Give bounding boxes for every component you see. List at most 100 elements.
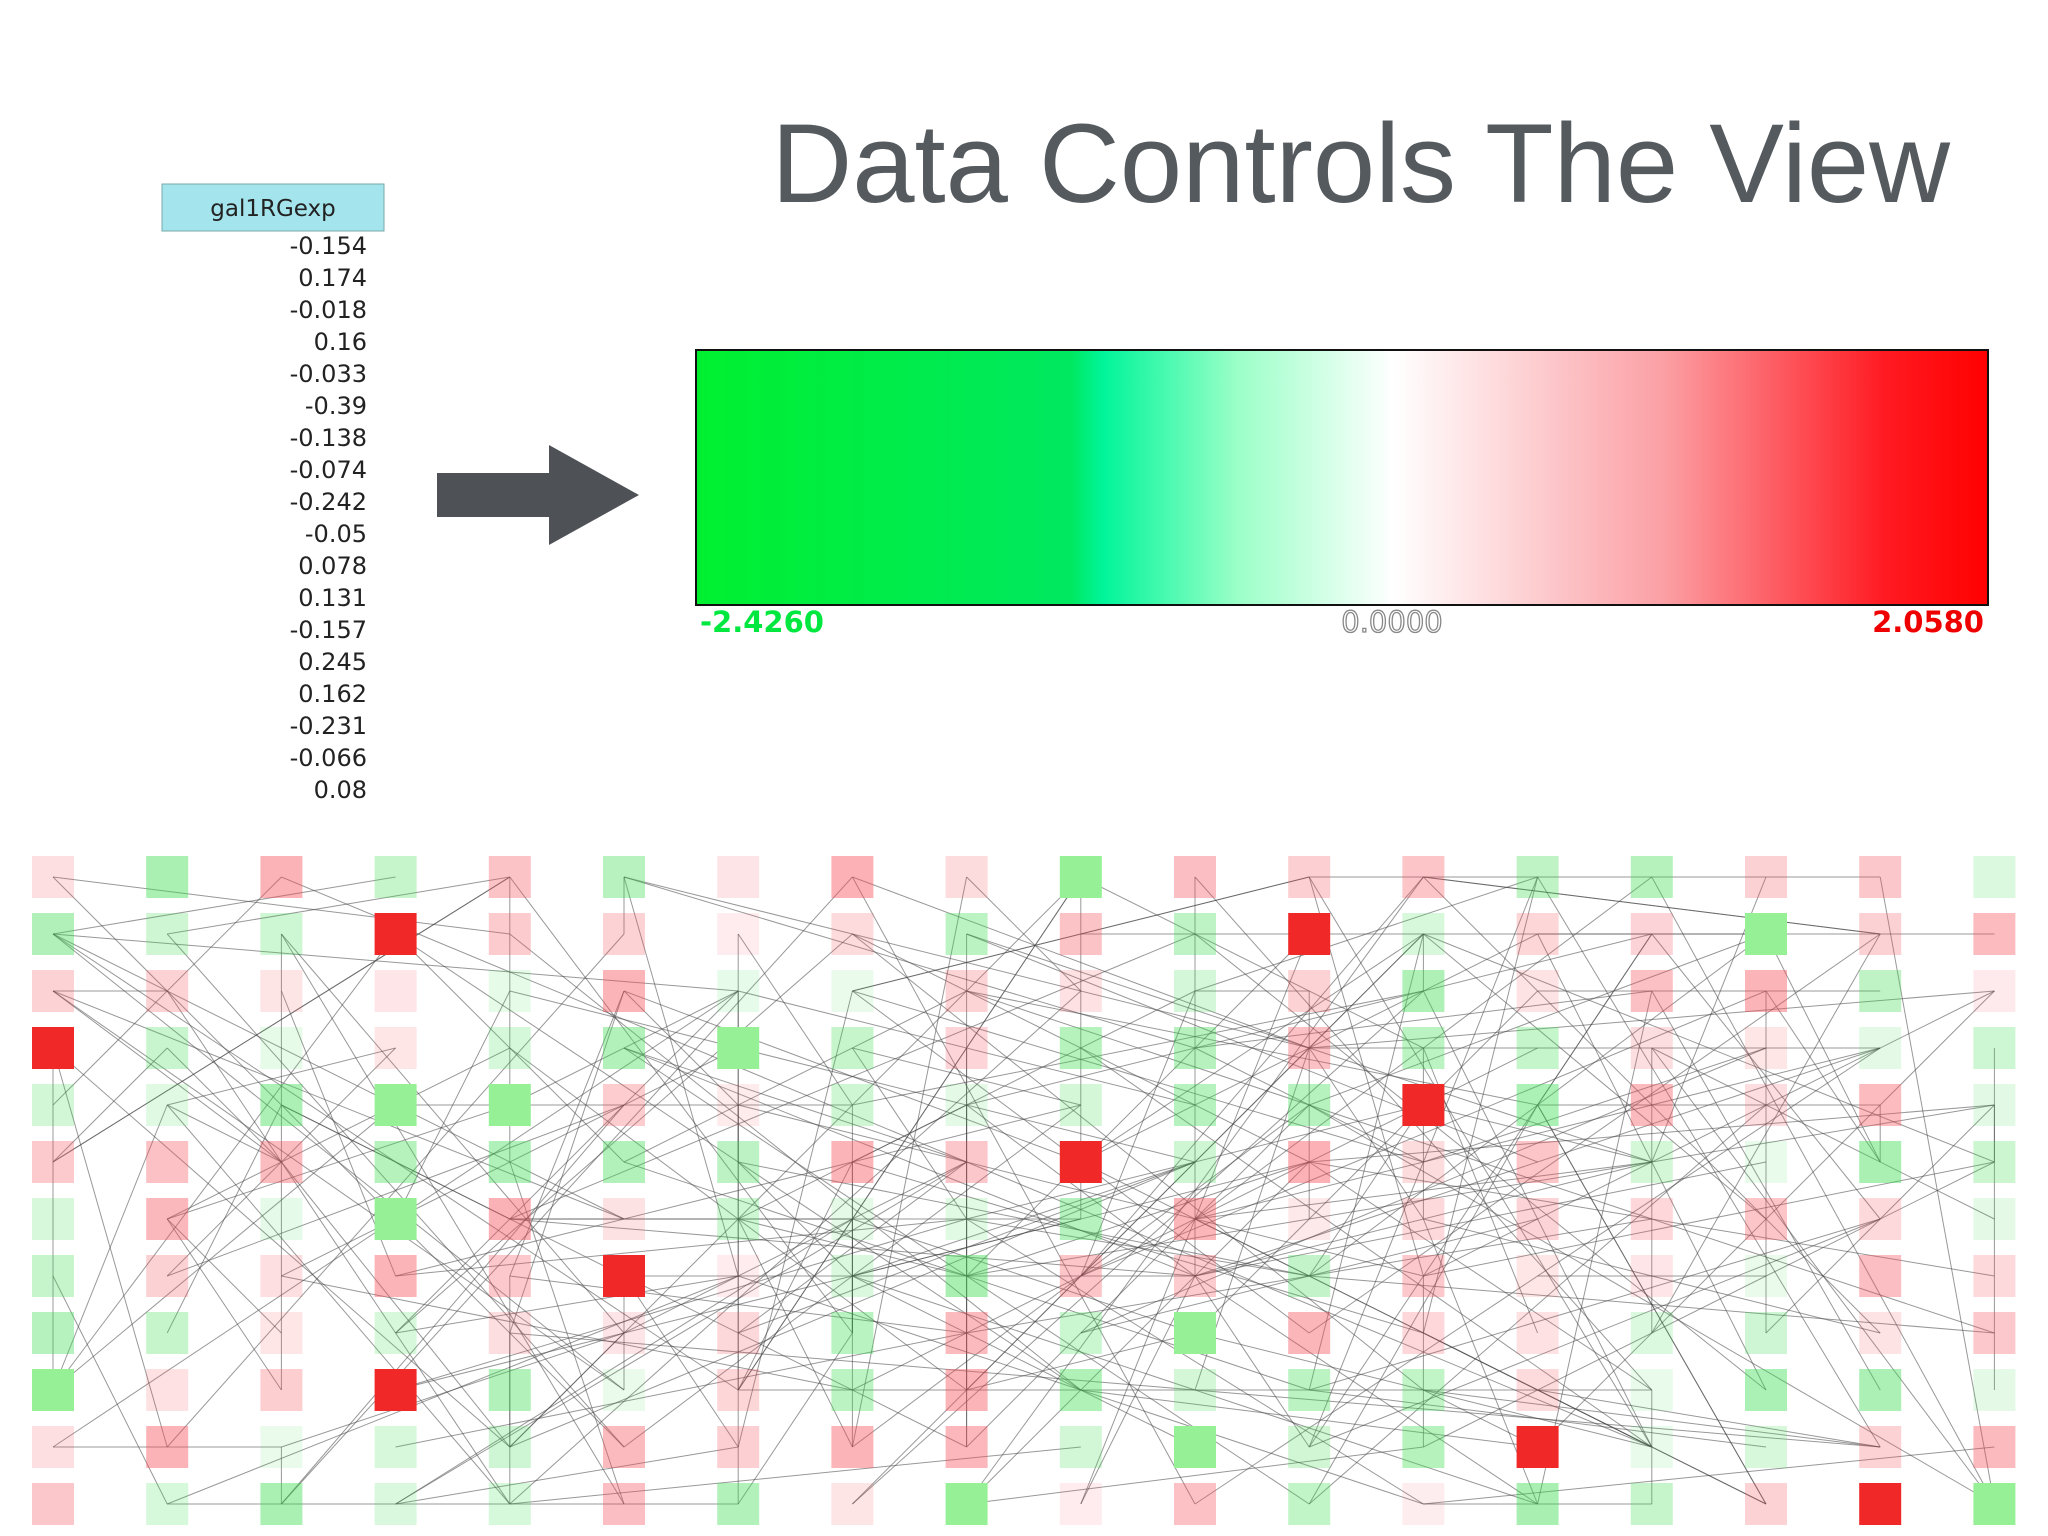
node [1516, 1084, 1559, 1126]
edge [52, 1047, 168, 1163]
node [1516, 1141, 1559, 1183]
node [945, 1312, 988, 1354]
node [1745, 1084, 1787, 1126]
edge [1309, 1218, 1538, 1277]
edge [166, 1218, 282, 1334]
edge [1537, 990, 1653, 1505]
node [1630, 1426, 1673, 1468]
value-cell: -0.39 [305, 392, 367, 420]
node [603, 1027, 645, 1069]
edge [737, 933, 853, 1106]
edge [1651, 1104, 1995, 1163]
edge [166, 1047, 282, 1163]
edge [852, 990, 1196, 1163]
value-cell: -0.018 [290, 296, 367, 324]
node [603, 1084, 645, 1126]
node [1745, 1369, 1787, 1411]
node [1174, 1255, 1216, 1297]
arrow [437, 445, 639, 545]
edge [1879, 1104, 1995, 1220]
node [1973, 1084, 2016, 1126]
node [1745, 1027, 1787, 1069]
value-cell: -0.066 [290, 744, 367, 772]
node [1973, 1483, 2016, 1525]
node [488, 1483, 531, 1525]
edge [281, 1104, 625, 1505]
node [1516, 1426, 1559, 1468]
node [32, 970, 74, 1012]
node [1059, 970, 1102, 1012]
node [945, 1141, 988, 1183]
edge [1309, 990, 1995, 1049]
node [1174, 1084, 1216, 1126]
edge [852, 1047, 1081, 1106]
node [374, 1426, 417, 1468]
node [1859, 1141, 1902, 1183]
node [146, 1027, 189, 1069]
edge [52, 876, 510, 935]
edge [1422, 876, 1539, 1334]
node [488, 1369, 531, 1411]
edge [1194, 1389, 1881, 1448]
node [260, 1255, 303, 1297]
node [603, 1369, 645, 1411]
node [1174, 1369, 1216, 1411]
node [1288, 1369, 1331, 1411]
node [1630, 913, 1673, 955]
node [945, 1255, 988, 1297]
node [1630, 1483, 1673, 1525]
node [1859, 1369, 1902, 1411]
node [1516, 1027, 1559, 1069]
node [1059, 1141, 1102, 1183]
node [146, 1255, 189, 1297]
node [374, 1198, 417, 1240]
node [1630, 1369, 1673, 1411]
node [374, 1483, 417, 1525]
column-header: gal1RGexp [210, 196, 335, 222]
edge [52, 990, 625, 1220]
node [717, 1426, 760, 1468]
column-header-box [161, 183, 385, 232]
node [1174, 1483, 1216, 1525]
edge [509, 990, 1082, 1505]
node [603, 970, 645, 1012]
node [32, 1198, 74, 1240]
node [831, 1198, 874, 1240]
node [1745, 1312, 1787, 1354]
node [945, 856, 988, 898]
node [1402, 1141, 1445, 1183]
edge [1537, 1104, 1767, 1505]
node [374, 856, 417, 898]
node [1402, 1027, 1445, 1069]
node [1059, 856, 1102, 898]
edge [395, 1161, 967, 1505]
edge [966, 990, 1310, 1106]
node [831, 1255, 874, 1297]
edge [1765, 990, 1881, 1163]
edge [1308, 1104, 1767, 1505]
value-cell: -0.154 [290, 232, 367, 260]
edge [966, 1446, 1424, 1505]
edge [509, 1218, 1196, 1277]
node [488, 1027, 531, 1069]
edge [509, 1275, 967, 1334]
value-cell: -0.242 [290, 488, 367, 516]
node [831, 970, 874, 1012]
node [1630, 1312, 1673, 1354]
edge [966, 1161, 1310, 1505]
edge [966, 1332, 1196, 1391]
edge [966, 933, 1310, 1277]
node [717, 1369, 760, 1411]
node [1516, 1483, 1559, 1525]
edge [166, 1218, 282, 1391]
edge [1080, 1218, 1196, 1505]
node [488, 1198, 531, 1240]
node [717, 1312, 760, 1354]
edge [1309, 1218, 1881, 1391]
node [260, 1198, 303, 1240]
node [945, 1084, 988, 1126]
node [603, 1483, 645, 1525]
edge [167, 1104, 625, 1277]
edge [167, 876, 510, 935]
